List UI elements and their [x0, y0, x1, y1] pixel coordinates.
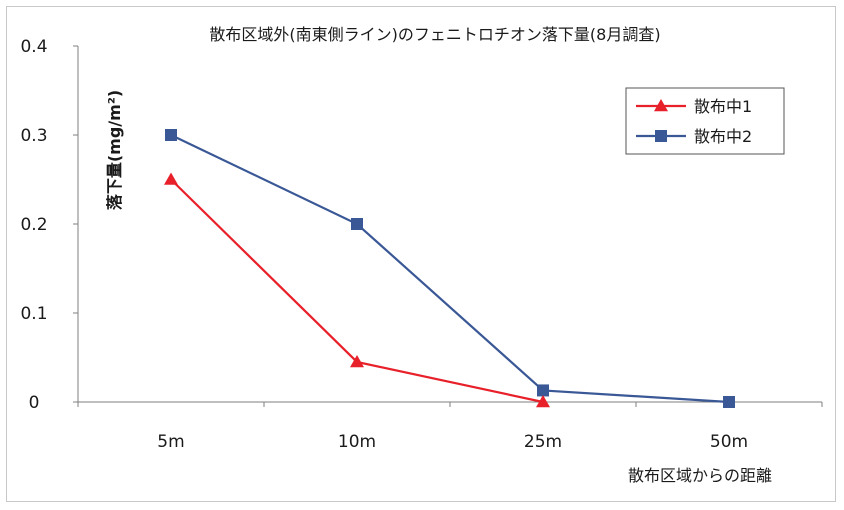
data-point — [165, 129, 177, 141]
data-point — [537, 384, 549, 397]
legend-label: 散布中2 — [694, 127, 752, 146]
x-tick-label: 25m — [524, 432, 562, 452]
y-tick-label: 0 — [29, 393, 40, 413]
series-1 — [164, 172, 550, 408]
y-tick-label: 0.1 — [20, 304, 47, 324]
legend: 散布中1 散布中2 — [625, 87, 785, 155]
x-tick-label: 50m — [710, 432, 748, 452]
data-point — [350, 354, 364, 368]
y-tick-label: 0.3 — [20, 126, 47, 146]
data-point — [164, 172, 178, 185]
y-tick-label: 0.2 — [20, 215, 47, 235]
y-tick-label: 0.4 — [20, 37, 47, 57]
series-line — [170, 178, 544, 404]
data-point — [351, 218, 363, 230]
data-point — [536, 395, 550, 408]
x-tick-label: 10m — [338, 432, 376, 452]
chart-title: 散布区域外(南東側ライン)のフェニトロチオン落下量(8月調査) — [209, 25, 660, 44]
legend-box — [625, 87, 785, 155]
x-tick-label: 5m — [157, 432, 184, 452]
legend-marker — [655, 130, 667, 142]
legend-marker — [654, 99, 668, 112]
legend-label: 散布中1 — [694, 97, 752, 116]
data-point — [723, 396, 735, 408]
y-axis-label: 落下量(mg/m²) — [105, 90, 124, 210]
series-2 — [165, 129, 735, 408]
series-line — [170, 134, 730, 404]
x-axis-label: 散布区域からの距離 — [628, 466, 772, 485]
